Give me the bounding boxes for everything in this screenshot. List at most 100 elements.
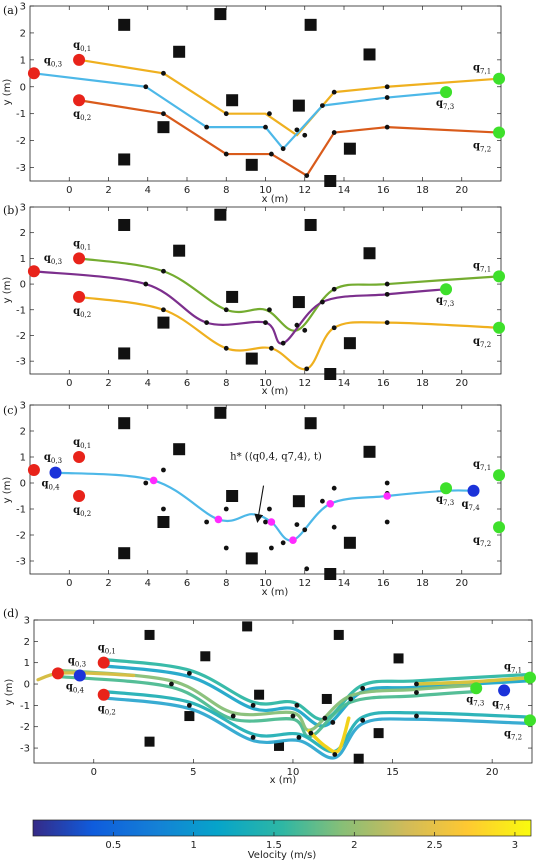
obstacle bbox=[157, 121, 170, 134]
waypoint bbox=[223, 506, 229, 512]
point-label-base: q bbox=[68, 655, 75, 666]
obstacle bbox=[321, 693, 332, 704]
colorbar-ticks: 0.5 1 1.5 2 2.5 3 bbox=[105, 820, 518, 851]
y-tick-label: -3 bbox=[16, 557, 26, 568]
point-label-sub: 0,2 bbox=[80, 510, 91, 518]
point-label: q0,1 bbox=[98, 643, 116, 656]
point-label-base: q bbox=[73, 40, 80, 51]
point-label-base: q bbox=[44, 253, 51, 264]
y-tick-label: -1 bbox=[20, 701, 30, 712]
panel-c: (c) 0 2 4 6 8 10 12 14 16 18 20-3-2-10123q0,1q0,2q… bbox=[2, 401, 506, 598]
point-label-sub: 7,3 bbox=[443, 103, 454, 111]
point-label-sub: 7,1 bbox=[480, 265, 491, 273]
y-tick-label: 0 bbox=[20, 479, 26, 490]
x-tick-label: 12 bbox=[298, 378, 311, 389]
obstacle bbox=[242, 621, 253, 632]
point-label-sub: 7,4 bbox=[499, 703, 511, 711]
velocity-trajectory bbox=[102, 689, 532, 754]
y-tick-label: -2 bbox=[16, 531, 26, 542]
point-label-sub: 0,1 bbox=[105, 648, 116, 656]
obstacle bbox=[245, 552, 258, 565]
point-label-sub: 7,2 bbox=[480, 540, 491, 548]
point-label: q7,1 bbox=[473, 63, 491, 76]
panel-label-c: (c) bbox=[3, 404, 18, 417]
magenta-keypoint bbox=[326, 500, 335, 508]
waypoint bbox=[223, 151, 229, 157]
y-tick-label: 1 bbox=[20, 254, 26, 265]
trajectory-line bbox=[55, 471, 474, 542]
colorbar-tick-label: 1.5 bbox=[266, 840, 282, 851]
waypoint bbox=[384, 519, 390, 525]
waypoint bbox=[384, 84, 390, 90]
point-label-base: q bbox=[436, 295, 443, 306]
point-label-base: q bbox=[492, 698, 499, 709]
waypoint bbox=[223, 111, 229, 117]
obstacle bbox=[363, 445, 376, 458]
xlabel-c: x (m) bbox=[262, 587, 289, 598]
magenta-keypoint bbox=[214, 515, 223, 524]
waypoint bbox=[186, 702, 192, 708]
obstacle bbox=[343, 337, 356, 350]
start-point-blue bbox=[49, 466, 62, 479]
point-label-base: q bbox=[98, 643, 105, 654]
magenta-keypoint bbox=[383, 492, 391, 500]
x-tick-label: 16 bbox=[377, 378, 390, 389]
velocity-trajectory bbox=[56, 674, 478, 739]
point-label-sub: 0,3 bbox=[51, 457, 62, 465]
obstacle bbox=[173, 45, 186, 58]
point-label-base: q bbox=[473, 141, 480, 152]
waypoint bbox=[414, 681, 419, 687]
point-label: q0,2 bbox=[73, 505, 91, 518]
annotation-arrow bbox=[254, 485, 265, 523]
point-label: q0,2 bbox=[98, 704, 116, 717]
x-tick-label: 20 bbox=[455, 378, 468, 389]
obstacle bbox=[144, 629, 155, 640]
point-label: q7,2 bbox=[504, 728, 522, 741]
waypoint bbox=[322, 715, 328, 721]
point-label-sub: 0,3 bbox=[75, 660, 86, 668]
ylabel-b: y (m) bbox=[2, 277, 13, 304]
point-label-base: q bbox=[473, 260, 480, 271]
y-tick-label: 3 bbox=[20, 2, 26, 13]
waypoint bbox=[331, 325, 337, 331]
point-label-base: q bbox=[504, 728, 511, 739]
x-tick-label: 8 bbox=[223, 378, 229, 389]
waypoint bbox=[414, 690, 419, 695]
point-label-base: q bbox=[473, 535, 480, 546]
start-point bbox=[51, 667, 64, 680]
magenta-keypoint bbox=[267, 518, 276, 526]
y-tick-label: 2 bbox=[20, 28, 26, 39]
start-point bbox=[27, 265, 40, 278]
waypoint bbox=[294, 322, 300, 328]
point-label-sub: 7,3 bbox=[443, 300, 454, 308]
point-label-base: q bbox=[436, 494, 443, 505]
x-tick-label: 0 bbox=[66, 578, 72, 589]
point-label-base: q bbox=[42, 479, 49, 490]
xlabel-a: x (m) bbox=[262, 194, 289, 205]
waypoint bbox=[294, 127, 300, 133]
point-label: q7,1 bbox=[504, 662, 522, 675]
x-tick-label: 6 bbox=[184, 578, 190, 589]
start-point bbox=[27, 67, 40, 80]
waypoint bbox=[414, 713, 419, 719]
point-label-sub: 0,2 bbox=[80, 114, 91, 122]
point-label-base: q bbox=[466, 694, 473, 705]
point-label-sub: 0,3 bbox=[51, 258, 62, 266]
goal-point bbox=[524, 671, 537, 684]
goal-point bbox=[440, 86, 453, 99]
point-label: q0,4 bbox=[42, 479, 61, 492]
y-tick-label: -3 bbox=[16, 357, 26, 368]
waypoint bbox=[384, 124, 390, 130]
waypoint bbox=[331, 130, 337, 135]
point-label-sub: 7,3 bbox=[473, 699, 484, 707]
waypoint bbox=[143, 480, 149, 486]
point-label: q7,2 bbox=[473, 336, 491, 349]
obstacle bbox=[226, 490, 239, 502]
goal-point bbox=[493, 72, 506, 85]
waypoint bbox=[304, 366, 310, 372]
point-label-sub: 7,1 bbox=[480, 464, 491, 472]
obstacle bbox=[173, 443, 186, 456]
waypoint bbox=[290, 713, 296, 719]
waypoint bbox=[320, 299, 325, 305]
